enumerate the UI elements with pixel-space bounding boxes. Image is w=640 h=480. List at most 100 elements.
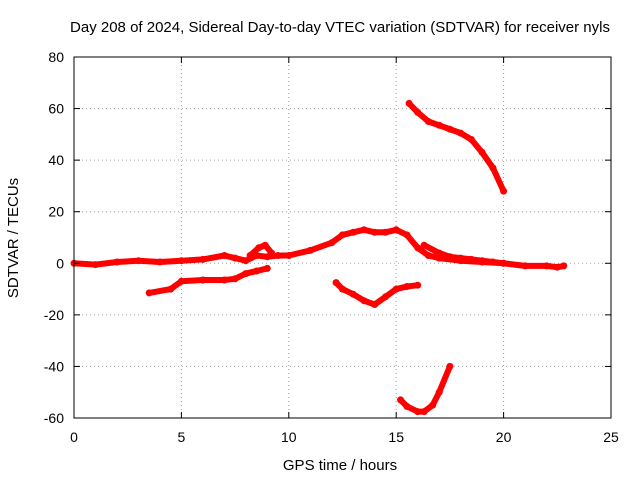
data-point (424, 118, 432, 125)
data-point (339, 285, 346, 293)
data-point (478, 148, 486, 156)
data-point (414, 281, 422, 289)
data-point (467, 255, 475, 263)
data-point (414, 244, 422, 252)
tick-labels: 0 5 10 15 20 25 -60 -40 -20 0 20 40 60 80 (44, 49, 619, 445)
data-point (261, 241, 269, 249)
data-point (500, 259, 508, 267)
y-tick-label: -60 (44, 410, 64, 426)
x-tick-label: 20 (496, 429, 512, 445)
y-axis-label: SDTVAR / TECUs (5, 178, 22, 298)
data-point (263, 264, 271, 272)
series-arc-right-drop (420, 241, 508, 267)
y-tick-label: -20 (44, 307, 64, 323)
data-point (397, 396, 404, 404)
data-point (274, 252, 282, 259)
data-point (429, 401, 437, 409)
series-arc-low-left (145, 264, 271, 297)
series-line (247, 242, 275, 259)
data-point (543, 262, 551, 270)
data-point (435, 121, 443, 129)
x-tick-label: 15 (388, 429, 404, 445)
grid (74, 57, 611, 418)
data-point (382, 293, 389, 301)
series-arc-bump (246, 241, 276, 259)
data-point (199, 255, 207, 263)
data-point (231, 275, 239, 283)
series-layer (70, 99, 568, 416)
data-point (242, 257, 250, 265)
data-point (489, 258, 497, 266)
data-point (467, 136, 475, 143)
data-point (199, 276, 207, 284)
data-point (435, 388, 443, 396)
data-point (156, 258, 164, 266)
y-tick-label: 80 (48, 49, 64, 65)
data-point (332, 279, 340, 287)
series-arc-low-bottom (397, 362, 454, 416)
data-point (177, 277, 185, 285)
data-point (457, 129, 465, 137)
data-point (246, 252, 254, 259)
x-tick-label: 10 (281, 429, 297, 445)
data-point (167, 285, 175, 293)
x-tick-label: 5 (178, 429, 186, 445)
data-point (446, 125, 454, 133)
plot-frame (73, 56, 612, 419)
data-point (457, 254, 465, 262)
data-point (253, 267, 261, 275)
data-point (349, 290, 357, 298)
data-point (242, 270, 250, 278)
data-point (306, 246, 314, 254)
data-point (414, 408, 422, 416)
data-point (360, 297, 368, 305)
data-point (405, 99, 413, 107)
data-point (446, 253, 454, 261)
data-point (92, 261, 99, 269)
data-point (220, 252, 228, 259)
data-point (134, 257, 142, 265)
data-point (414, 108, 422, 116)
series-arc-high (405, 99, 508, 195)
data-point (371, 301, 379, 308)
series-line (406, 100, 507, 195)
series-arc-mid-dip (332, 279, 422, 308)
y-tick-label: 40 (48, 152, 64, 168)
data-point (177, 257, 185, 265)
x-tick-label: 25 (603, 429, 619, 445)
data-point (349, 228, 357, 236)
y-tick-label: 20 (48, 204, 64, 220)
data-point (360, 226, 368, 234)
data-point (424, 252, 432, 259)
data-point (145, 289, 153, 297)
data-point (255, 244, 263, 252)
data-point (392, 226, 400, 234)
data-point (328, 239, 336, 247)
ticks (73, 56, 612, 419)
data-point (285, 252, 293, 259)
data-point (268, 249, 276, 257)
y-tick-label: -40 (44, 358, 64, 374)
data-point (382, 228, 389, 236)
data-point (220, 276, 228, 284)
data-point (489, 164, 497, 172)
x-tick-label: 0 (70, 429, 78, 445)
data-point (403, 283, 411, 290)
data-point (553, 263, 561, 271)
data-point (392, 285, 400, 293)
data-point (339, 231, 346, 239)
data-point (113, 258, 121, 266)
data-point (403, 402, 411, 410)
data-point (420, 241, 428, 249)
data-point (420, 408, 428, 416)
data-point (435, 249, 443, 257)
data-point (403, 231, 411, 239)
x-axis-label: GPS time / hours (283, 457, 397, 474)
y-tick-label: 60 (48, 101, 64, 117)
data-point (231, 254, 239, 262)
data-point (478, 257, 486, 265)
data-point (371, 228, 379, 236)
y-tick-label: 0 (56, 255, 64, 271)
